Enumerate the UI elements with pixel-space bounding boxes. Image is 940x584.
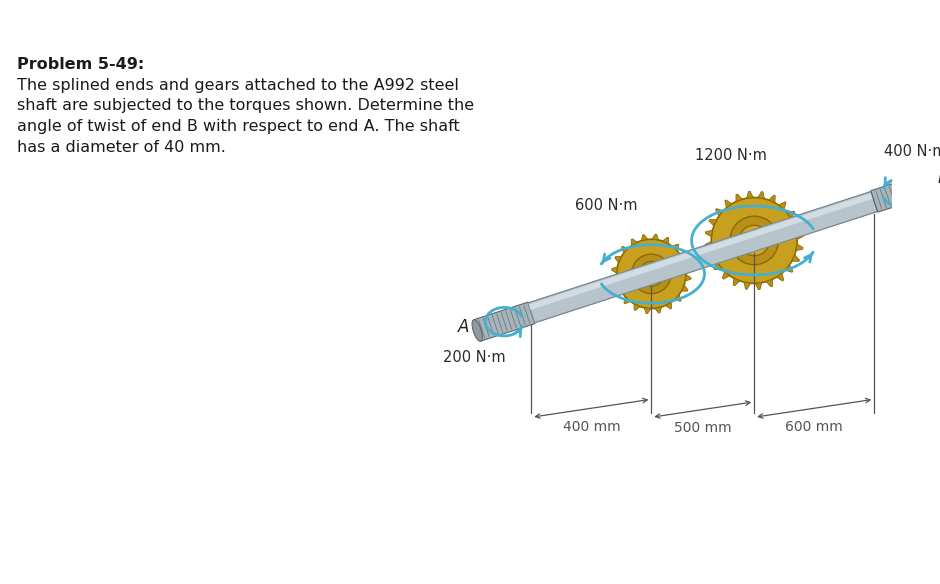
Polygon shape bbox=[675, 295, 682, 301]
Polygon shape bbox=[612, 267, 618, 273]
Polygon shape bbox=[634, 304, 640, 311]
Text: 400 N·m: 400 N·m bbox=[885, 144, 940, 159]
Polygon shape bbox=[709, 220, 716, 226]
Polygon shape bbox=[705, 241, 712, 248]
Text: has a diameter of 40 mm.: has a diameter of 40 mm. bbox=[17, 140, 226, 155]
Circle shape bbox=[639, 262, 664, 286]
Text: 600 mm: 600 mm bbox=[786, 420, 843, 434]
Polygon shape bbox=[736, 194, 743, 201]
Polygon shape bbox=[746, 192, 753, 198]
Polygon shape bbox=[685, 274, 691, 281]
Polygon shape bbox=[793, 222, 801, 228]
Ellipse shape bbox=[472, 319, 482, 341]
Circle shape bbox=[617, 239, 686, 308]
Circle shape bbox=[632, 254, 671, 294]
Polygon shape bbox=[791, 255, 800, 262]
Circle shape bbox=[746, 233, 761, 248]
Circle shape bbox=[712, 197, 797, 283]
Polygon shape bbox=[733, 278, 740, 286]
Circle shape bbox=[730, 216, 778, 265]
Polygon shape bbox=[684, 264, 691, 270]
Polygon shape bbox=[785, 265, 793, 272]
Text: 600 N·m: 600 N·m bbox=[574, 198, 637, 213]
Polygon shape bbox=[758, 192, 764, 199]
Polygon shape bbox=[624, 297, 631, 304]
Text: 1200 N·m: 1200 N·m bbox=[695, 148, 766, 163]
Polygon shape bbox=[655, 307, 662, 313]
Polygon shape bbox=[705, 230, 713, 237]
Polygon shape bbox=[644, 308, 650, 314]
Polygon shape bbox=[723, 272, 729, 279]
Polygon shape bbox=[744, 282, 751, 289]
Ellipse shape bbox=[923, 173, 933, 194]
Polygon shape bbox=[532, 204, 877, 323]
Polygon shape bbox=[528, 193, 873, 310]
Circle shape bbox=[739, 225, 770, 256]
Text: Problem 5-49:: Problem 5-49: bbox=[17, 57, 145, 72]
Polygon shape bbox=[796, 244, 803, 251]
Polygon shape bbox=[528, 193, 873, 310]
Polygon shape bbox=[532, 204, 877, 323]
Polygon shape bbox=[787, 211, 794, 218]
Polygon shape bbox=[672, 244, 679, 251]
Polygon shape bbox=[617, 288, 623, 294]
Polygon shape bbox=[528, 192, 877, 323]
Text: 400 mm: 400 mm bbox=[562, 420, 620, 434]
Polygon shape bbox=[725, 200, 732, 208]
Polygon shape bbox=[621, 246, 628, 253]
Polygon shape bbox=[612, 277, 619, 284]
Polygon shape bbox=[766, 279, 773, 287]
Circle shape bbox=[645, 267, 658, 280]
Polygon shape bbox=[663, 237, 668, 244]
Polygon shape bbox=[715, 208, 723, 216]
Polygon shape bbox=[641, 235, 648, 241]
Text: B: B bbox=[938, 169, 940, 187]
Polygon shape bbox=[666, 303, 671, 309]
Text: The splined ends and gears attached to the A992 steel: The splined ends and gears attached to t… bbox=[17, 78, 459, 93]
Polygon shape bbox=[682, 285, 688, 291]
Polygon shape bbox=[776, 273, 784, 281]
Polygon shape bbox=[652, 234, 659, 240]
Polygon shape bbox=[755, 283, 761, 290]
Polygon shape bbox=[528, 192, 877, 323]
Polygon shape bbox=[778, 201, 786, 210]
Text: 500 mm: 500 mm bbox=[674, 421, 731, 435]
Text: angle of twist of end B with respect to end A. The shaft: angle of twist of end B with respect to … bbox=[17, 119, 460, 134]
Text: A: A bbox=[458, 318, 470, 336]
Text: shaft are subjected to the torques shown. Determine the: shaft are subjected to the torques shown… bbox=[17, 99, 474, 113]
Polygon shape bbox=[713, 263, 722, 270]
Text: 200 N·m: 200 N·m bbox=[443, 350, 505, 365]
Polygon shape bbox=[708, 252, 715, 259]
Polygon shape bbox=[870, 173, 932, 212]
Polygon shape bbox=[631, 239, 637, 245]
Polygon shape bbox=[474, 302, 535, 341]
Polygon shape bbox=[769, 195, 776, 203]
Polygon shape bbox=[796, 233, 804, 239]
Polygon shape bbox=[680, 253, 686, 260]
Polygon shape bbox=[615, 256, 621, 263]
